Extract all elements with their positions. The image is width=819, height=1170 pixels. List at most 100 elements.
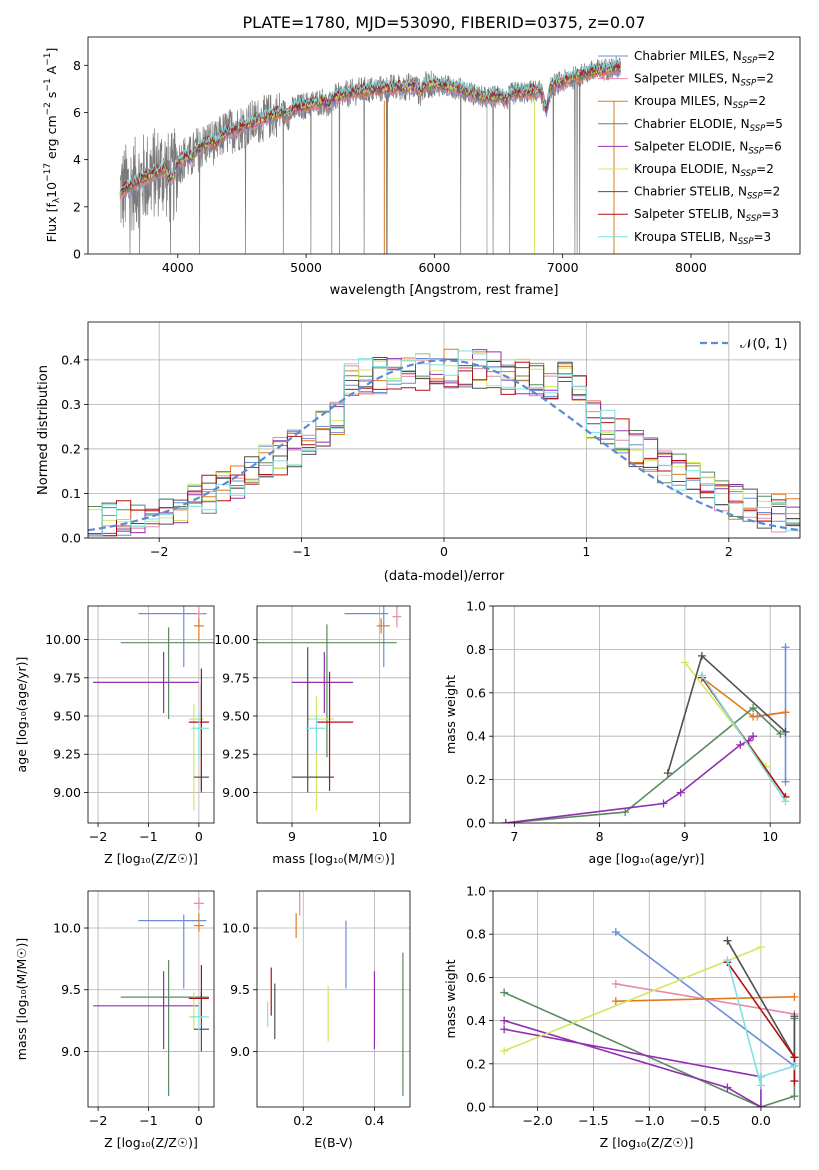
weight-marker [781, 643, 790, 652]
axes-frame [492, 890, 801, 1108]
panel-age-vs-mass: 9 10 9.00 9.25 9.50 9.75 10.00 mass [log₁₀(M/M☉… [214, 605, 411, 866]
weight-marker [790, 1061, 799, 1070]
x-axis-label: E(B-V) [314, 1135, 353, 1150]
y-tick-label: 0.4 [466, 1013, 486, 1028]
errorbar-point [305, 716, 327, 753]
errorbar-point [138, 914, 207, 989]
errorbar-plot-area [257, 606, 402, 811]
normal-reference-curve [88, 359, 800, 532]
errorbar-point [291, 647, 334, 793]
y-tick-label: 9.00 [222, 785, 250, 800]
weight-marker [756, 1081, 765, 1090]
weight-marker [749, 712, 758, 721]
y-tick-label: 0.1 [61, 486, 81, 501]
weight-line-3 [701, 676, 786, 718]
y-axis-label: mass weight [443, 675, 458, 754]
panel-age-vs-Z: −2 −1 0 9.00 9.25 9.50 9.75 10.00 Z [log₁₀(Z/Z☉)… [14, 605, 215, 866]
x-tick-label: 9 [288, 829, 296, 844]
panel-mass-vs-Z: −2 −1 0 9.0 9.5 10.0 Z [log₁₀(Z/Z☉)] mass [log₁… [14, 890, 215, 1150]
y-tick-label: 8 [73, 58, 81, 73]
weight-marker [501, 819, 510, 823]
weight-marker [756, 943, 765, 952]
errorbar-point [120, 960, 209, 1096]
x-tick-label: 7 [510, 829, 518, 844]
y-axis-label: Flux [fλ10−17 erg cm−2 s−1 A−1] [43, 48, 62, 243]
weight-line-5 [503, 1019, 762, 1107]
gridlines [257, 606, 410, 823]
histogram-step-9 [88, 350, 800, 538]
axes-frame [87, 321, 801, 539]
weight-plot-area [500, 928, 799, 1107]
weight-marker [663, 769, 672, 778]
weight-marker [790, 1012, 799, 1021]
panel-mass-vs-EBV: 0.2 0.4 9.0 9.5 10.0 E(B-V) [222, 890, 411, 1150]
x-axis-label: (data-model)/error [384, 569, 505, 584]
axes-frame [256, 605, 411, 824]
x-tick-label: 10 [762, 829, 778, 844]
model-spectrum-line-9 [119, 58, 621, 192]
weight-marker [781, 727, 790, 736]
errorbar-point [93, 651, 199, 713]
y-tick-label: 0.2 [61, 441, 81, 456]
y-tick-label: 9.75 [53, 670, 81, 685]
axes-frame [87, 36, 801, 255]
errorbar-point [191, 712, 209, 759]
legend-entry: Kroupa STELIB, NSSP=3 [634, 230, 771, 247]
y-tick-label: 0.0 [466, 1100, 486, 1115]
x-tick-label: 2 [725, 544, 733, 559]
y-tick-label: 0.4 [61, 352, 81, 367]
x-tick-label: −1.5 [578, 1113, 608, 1128]
y-tick-label: 6 [73, 105, 81, 120]
x-axis-label: mass [log₁₀(M/M☉)] [272, 851, 394, 866]
y-tick-label: 9.75 [222, 670, 250, 685]
errorbar-point [188, 965, 209, 1016]
x-axis-label: Z [log₁₀(Z/Z☉)] [104, 851, 198, 866]
errorbar-plot-area [267, 891, 404, 1096]
y-tick-label: 0.4 [466, 729, 486, 744]
y-tick-label: 9.5 [61, 982, 81, 997]
weight-marker [790, 1053, 799, 1062]
weight-marker [781, 708, 790, 717]
x-tick-label: −2 [89, 1113, 107, 1128]
weight-marker [756, 1072, 765, 1081]
y-tick-label: 0.2 [466, 1056, 486, 1071]
x-axis-label: Z [log₁₀(Z/Z☉)] [600, 1135, 694, 1150]
errorbar-point [193, 913, 204, 932]
weight-marker [736, 740, 745, 749]
weight-marker [723, 936, 732, 945]
y-tick-label: 0.0 [466, 816, 486, 831]
x-tick-label: 1 [582, 544, 590, 559]
panel-residual-histogram: −2 −1 0 1 2 0.0 0.1 0.2 0.3 0.4 (data-model)/error… [36, 321, 801, 584]
y-tick-label: 0.2 [466, 772, 486, 787]
model-spectrum-line-3 [119, 66, 621, 200]
weight-marker [611, 928, 620, 937]
x-tick-label: 4000 [162, 260, 194, 275]
weight-line-4 [505, 706, 781, 823]
y-tick-label: 9.00 [53, 785, 81, 800]
weight-marker [776, 730, 785, 739]
y-tick-label: 9.0 [61, 1044, 81, 1059]
x-tick-label: −1 [139, 829, 157, 844]
errorbar-point [317, 671, 354, 791]
y-tick-label: 10.00 [45, 632, 81, 647]
spectrum-plot-area [119, 56, 621, 254]
y-axis-label: age [log₁₀(age/yr)] [14, 657, 29, 773]
y-tick-label: 9.25 [53, 747, 81, 762]
errorbar-point [93, 971, 199, 1049]
weight-marker [749, 703, 758, 712]
weight-marker [500, 1046, 509, 1055]
errorbar-point [344, 606, 389, 668]
y-axis-label: Normed distribution [36, 365, 51, 495]
x-tick-label: −1 [139, 1113, 157, 1128]
errorbar-point [193, 618, 204, 642]
y-tick-label: 10.00 [214, 632, 250, 647]
weight-line-9 [701, 674, 787, 802]
x-tick-label: −0.5 [690, 1113, 720, 1128]
x-tick-label: 10 [371, 829, 387, 844]
x-tick-label: −1 [292, 544, 310, 559]
weight-line-3 [615, 996, 795, 1002]
gridlines [88, 891, 214, 1107]
y-tick-label: 10.0 [222, 921, 250, 936]
weight-marker [723, 1083, 732, 1092]
